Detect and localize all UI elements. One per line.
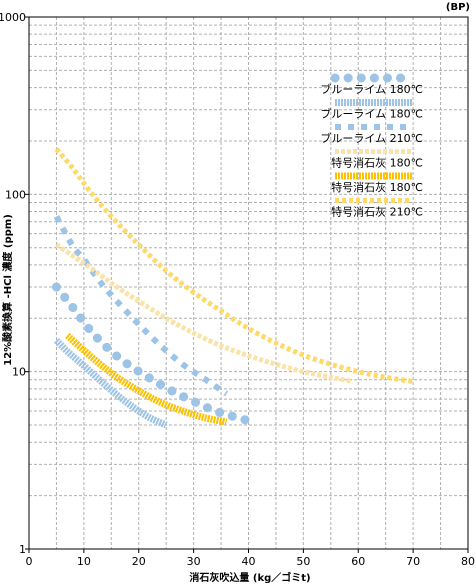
legend-label-1: ブルーライム 180℃ (320, 82, 423, 96)
x-tick-label: 20 (132, 555, 146, 568)
x-tick-label: 70 (406, 555, 420, 568)
y-tick-label: 1 (19, 543, 26, 556)
unit-label: (BP) (446, 2, 470, 13)
legend-label-5: 特号消石灰 180℃ (331, 180, 423, 194)
series-line-2 (53, 337, 168, 429)
x-tick-label: 60 (351, 555, 365, 568)
series-line-6 (54, 147, 414, 384)
x-tick-label: 30 (187, 555, 201, 568)
series-line-5 (65, 332, 228, 426)
legend: ブルーライム 180℃ ブルーライム 180℃ ブルーライム 210℃ 特号消石灰 1… (320, 73, 423, 219)
y-axis-title: 12%酸素換算 -HCl 濃度 (ppm) (1, 214, 14, 366)
y-tick-label: 100 (5, 188, 26, 201)
legend-label-3: ブルーライム 210℃ (320, 131, 423, 145)
legend-label-2: ブルーライム 180℃ (320, 107, 423, 121)
y-tick-label: 1000 (0, 11, 26, 24)
x-tick-label: 40 (242, 555, 256, 568)
y-tick-label: 10 (12, 366, 26, 379)
series-line-1 (51, 282, 259, 427)
series-line-3 (53, 215, 229, 397)
x-tick-label: 10 (77, 555, 91, 568)
grid (29, 17, 468, 549)
x-tick-label: 80 (461, 555, 475, 568)
legend-label-6: 特号消石灰 210℃ (331, 205, 423, 219)
axes: 0 10 20 30 40 50 60 70 80 1 10 100 1000 (0, 11, 475, 568)
series-line-4 (55, 242, 354, 384)
x-tick-label: 50 (296, 555, 310, 568)
x-axis-title: 消石灰吹込量 (kg／ゴミt) (189, 571, 310, 584)
legend-label-4: 特号消石灰 180℃ (331, 156, 423, 170)
x-tick-label: 0 (26, 555, 33, 568)
series-layer (51, 147, 414, 429)
